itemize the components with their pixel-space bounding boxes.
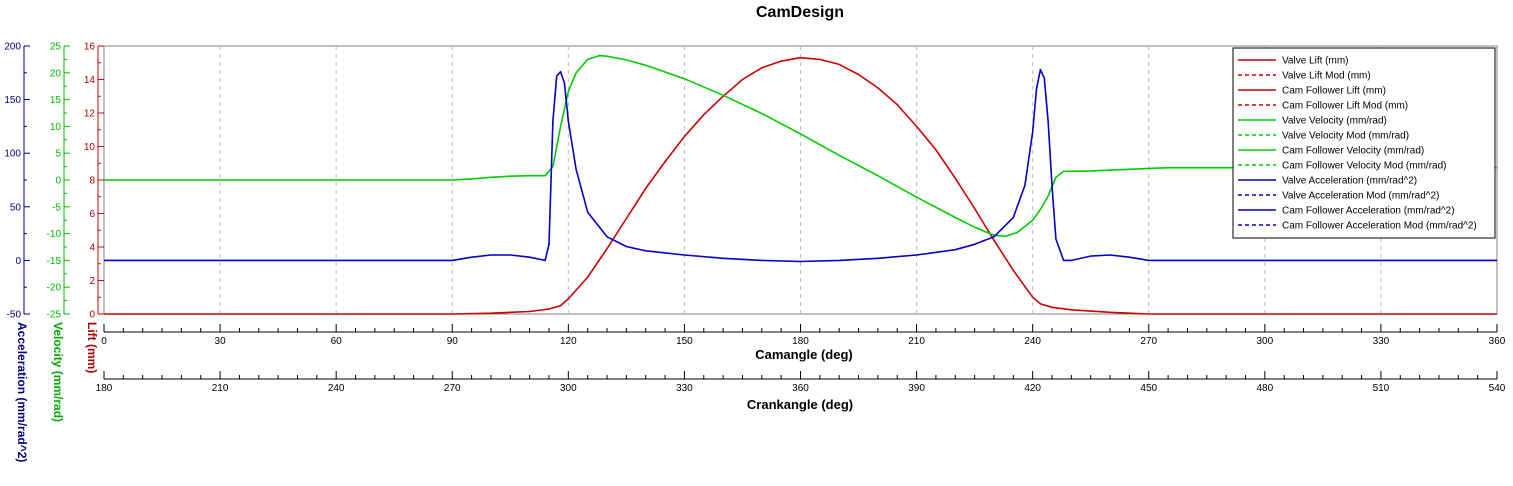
- legend-label: Cam Follower Acceleration (mm/rad^2): [1282, 206, 1455, 217]
- legend-label: Cam Follower Acceleration Mod (mm/rad^2): [1282, 221, 1477, 232]
- x-tick-label-camangle: 30: [215, 336, 227, 347]
- y-tick-label-velocity: -20: [47, 283, 62, 294]
- x-tick-label-camangle: 210: [908, 336, 925, 347]
- x-tick-label-camangle: 270: [1140, 336, 1157, 347]
- legend-label: Valve Lift Mod (mm): [1282, 71, 1371, 82]
- x-tick-label-crankangle: 420: [1024, 383, 1041, 394]
- x-tick-label-crankangle: 360: [792, 383, 809, 394]
- x-tick-label-camangle: 120: [560, 336, 577, 347]
- x-tick-label-crankangle: 480: [1256, 383, 1273, 394]
- series-line-lift: [104, 56, 1497, 315]
- y-tick-label-lift: 6: [89, 209, 95, 220]
- x-tick-label-camangle: 150: [676, 336, 693, 347]
- series-line-velocity: [104, 54, 1497, 238]
- y-tick-label-velocity: 15: [50, 95, 62, 106]
- x-tick-label-crankangle: 330: [676, 383, 693, 394]
- y-tick-label-velocity: 10: [50, 122, 62, 133]
- y-tick-label-velocity: -25: [47, 310, 62, 321]
- y-tick-label-velocity: -5: [52, 202, 61, 213]
- y-tick-label-acceleration: 150: [4, 95, 21, 106]
- x-tick-label-camangle: 0: [101, 336, 107, 347]
- legend-label: Valve Lift (mm): [1282, 56, 1349, 67]
- x-tick-label-camangle: 330: [1373, 336, 1390, 347]
- y-tick-label-lift: 4: [89, 243, 95, 254]
- y-tick-label-lift: 0: [89, 310, 95, 321]
- chart-title: CamDesign: [756, 4, 844, 21]
- y-tick-label-velocity: -10: [47, 229, 62, 240]
- x-tick-label-camangle: 360: [1489, 336, 1506, 347]
- y-tick-label-lift: 8: [89, 176, 95, 187]
- legend-label: Valve Acceleration (mm/rad^2): [1282, 176, 1417, 187]
- legend-label: Valve Velocity Mod (mm/rad): [1282, 131, 1409, 142]
- x-tick-label-crankangle: 210: [212, 383, 229, 394]
- x-axis-label-camangle: Camangle (deg): [755, 347, 853, 362]
- y-axis-label-acceleration: Acceleration (mm/rad^2): [15, 322, 29, 462]
- y-tick-label-acceleration: 200: [4, 42, 21, 53]
- x-tick-label-camangle: 240: [1024, 336, 1041, 347]
- x-tick-label-camangle: 300: [1256, 336, 1273, 347]
- legend: Valve Lift (mm) Valve Lift Mod (mm) Cam Fo…: [1232, 47, 1496, 239]
- legend-label: Valve Velocity (mm/rad): [1282, 116, 1387, 127]
- y-tick-label-lift: 2: [89, 276, 95, 287]
- y-tick-label-acceleration: 0: [15, 256, 21, 267]
- y-tick-label-velocity: -15: [47, 256, 62, 267]
- x-tick-label-camangle: 180: [792, 336, 809, 347]
- y-tick-label-lift: 10: [84, 142, 96, 153]
- x-tick-label-crankangle: 180: [96, 383, 113, 394]
- series-lines: [104, 54, 1497, 315]
- x-tick-label-camangle: 60: [331, 336, 343, 347]
- series-line-acceleration: [104, 68, 1497, 263]
- y-tick-label-velocity: 25: [50, 42, 62, 53]
- y-tick-label-lift: 14: [84, 75, 96, 86]
- x-tick-label-camangle: 90: [447, 336, 459, 347]
- y-tick-label-velocity: 0: [55, 176, 61, 187]
- y-tick-label-velocity: 20: [50, 68, 62, 79]
- x-tick-label-crankangle: 540: [1489, 383, 1506, 394]
- x-tick-label-crankangle: 390: [908, 383, 925, 394]
- x-tick-label-crankangle: 510: [1373, 383, 1390, 394]
- legend-box: [1232, 47, 1496, 239]
- legend-label: Cam Follower Lift (mm): [1282, 86, 1386, 97]
- y-tick-label-acceleration: 100: [4, 149, 21, 160]
- y-tick-label-lift: 16: [84, 42, 96, 53]
- legend-label: Cam Follower Velocity Mod (mm/rad): [1282, 161, 1446, 172]
- x-tick-label-crankangle: 270: [444, 383, 461, 394]
- y-axis-label-lift: Lift (mm): [85, 322, 99, 373]
- legend-label: Cam Follower Velocity (mm/rad): [1282, 146, 1424, 157]
- y-tick-label-lift: 12: [84, 109, 96, 120]
- x-tick-label-crankangle: 240: [328, 383, 345, 394]
- legend-label: Cam Follower Lift Mod (mm): [1282, 101, 1408, 112]
- x-tick-label-crankangle: 450: [1140, 383, 1157, 394]
- y-tick-label-velocity: 5: [55, 149, 61, 160]
- x-axis-label-crankangle: Crankangle (deg): [747, 397, 853, 412]
- y-tick-label-acceleration: 50: [10, 202, 22, 213]
- legend-label: Valve Acceleration Mod (mm/rad^2): [1282, 191, 1439, 202]
- y-tick-label-acceleration: -50: [7, 310, 22, 321]
- x-tick-label-crankangle: 300: [560, 383, 577, 394]
- y-axis-label-velocity: Velocity (mm/rad): [51, 322, 65, 422]
